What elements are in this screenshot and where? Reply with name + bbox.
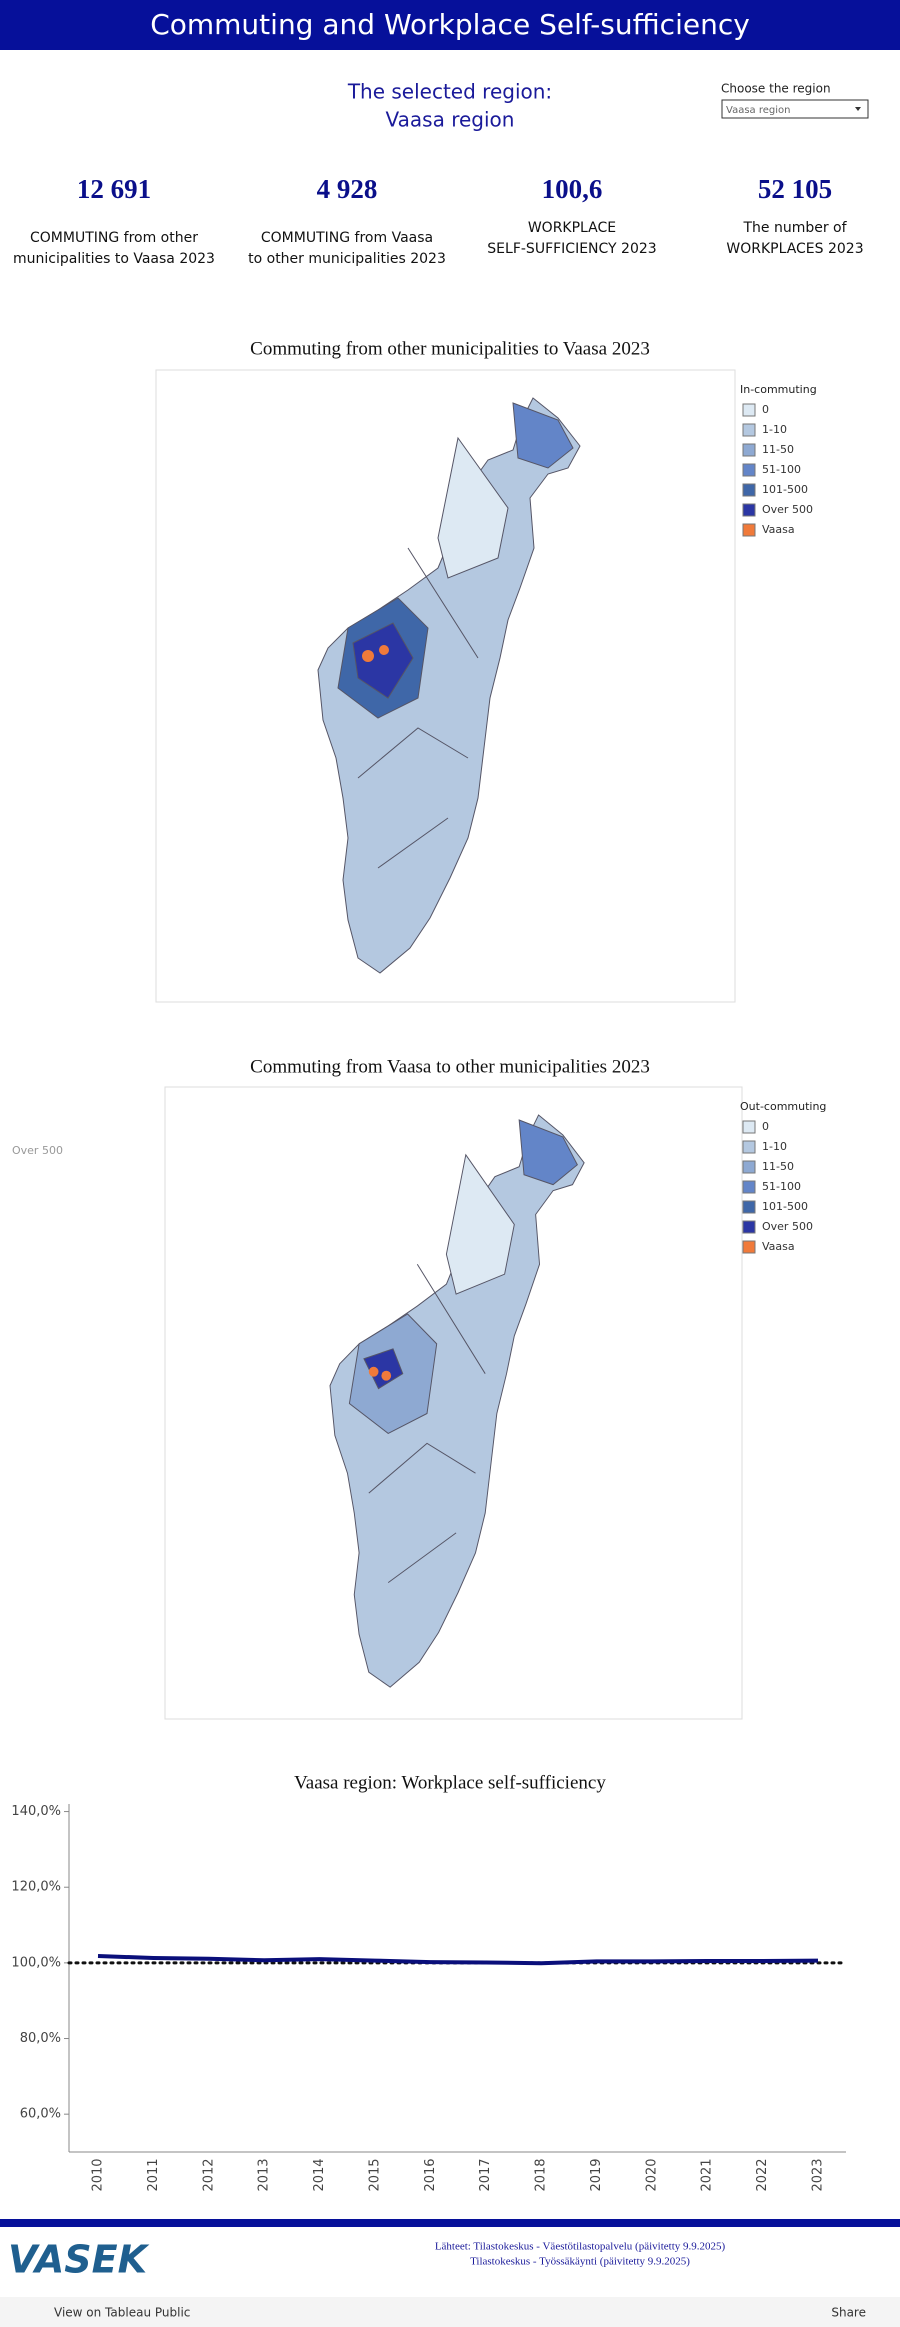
kpi-label: COMMUTING from Vaasa — [261, 230, 433, 246]
selected-region: Vaasa region — [386, 108, 515, 132]
x-tick-label: 2016 — [423, 2158, 438, 2191]
legend-swatch — [742, 403, 756, 417]
legend-swatch — [742, 523, 756, 537]
logo: VASEK — [8, 2238, 150, 2282]
legend-swatch — [742, 1160, 756, 1174]
legend-swatch — [742, 1120, 756, 1134]
x-tick-label: 2020 — [644, 2158, 659, 2191]
legend-swatch — [742, 1140, 756, 1154]
legend-swatch — [742, 423, 756, 437]
map-frame — [164, 1086, 743, 1720]
x-tick-label: 2018 — [534, 2158, 549, 2191]
legend-label: 1-10 — [762, 1140, 787, 1153]
legend-label: 11-50 — [762, 1160, 794, 1173]
legend-swatch — [742, 1240, 756, 1254]
selected-caption: The selected region: — [347, 80, 552, 104]
selector-box[interactable] — [721, 99, 869, 119]
selector-value[interactable]: Vaasa region — [726, 105, 790, 116]
legend-label: 101-500 — [762, 1200, 808, 1213]
header-bar — [0, 0, 900, 50]
legend-label: 51-100 — [762, 1180, 801, 1193]
x-tick-label: 2010 — [91, 2158, 106, 2191]
x-tick-label: 2022 — [755, 2158, 770, 2191]
map-title: Commuting from Vaasa to other municipali… — [250, 1056, 650, 1077]
x-tick-label: 2015 — [367, 2158, 382, 2191]
selector-arrow[interactable] — [855, 107, 861, 111]
kpi-value: 100,6 — [542, 174, 603, 204]
header-title: Commuting and Workplace Self-sufficiency — [150, 8, 750, 41]
kpi-value: 4 928 — [317, 174, 378, 204]
x-tick-label: 2019 — [589, 2158, 604, 2191]
x-tick-label: 2011 — [146, 2158, 161, 2191]
y-tick-label: 140,0% — [11, 1804, 61, 1819]
legend-swatch — [742, 1200, 756, 1214]
legend-label: 1-10 — [762, 423, 787, 436]
legend-title: In-commuting — [740, 383, 817, 396]
legend-swatch — [742, 443, 756, 457]
footer-bar — [0, 2219, 900, 2227]
map — [317, 397, 581, 974]
kpi-label: WORKPLACES 2023 — [726, 241, 863, 257]
x-tick-label: 2012 — [201, 2158, 216, 2191]
legend-label: Vaasa — [762, 1240, 795, 1253]
series-line — [97, 1954, 819, 1966]
y-tick-label: 60,0% — [20, 2107, 61, 2122]
kpi-label: SELF-SUFFICIENCY 2023 — [487, 241, 656, 257]
toolbar — [0, 2297, 900, 2327]
legend-label: 0 — [762, 403, 769, 416]
y-tick-label: 120,0% — [11, 1880, 61, 1895]
x-tick-label: 2023 — [811, 2158, 826, 2191]
map-title: Commuting from other municipalities to V… — [250, 338, 650, 359]
source: Lähteet: Tilastokeskus - Väestötilastopa… — [435, 2241, 726, 2253]
x-tick-label: 2021 — [700, 2158, 715, 2191]
legend-title: Out-commuting — [740, 1100, 826, 1113]
legend-label: 0 — [762, 1120, 769, 1133]
map-frame — [155, 369, 736, 1003]
y-tick-label: 100,0% — [11, 1955, 61, 1970]
legend-label: 51-100 — [762, 463, 801, 476]
legend-label: Over 500 — [762, 1220, 813, 1233]
map — [329, 1114, 585, 1688]
legend-label: 101-500 — [762, 483, 808, 496]
x-tick-label: 2017 — [478, 2158, 493, 2191]
legend-swatch — [742, 483, 756, 497]
y-tick-label: 80,0% — [20, 2031, 61, 2046]
legend-swatch — [742, 463, 756, 477]
kpi-label: COMMUTING from other — [30, 230, 198, 246]
kpi-value: 12 691 — [77, 174, 151, 204]
x-tick-label: 2014 — [312, 2158, 327, 2191]
x-tick-label: 2013 — [257, 2158, 272, 2191]
kpi-label: WORKPLACE — [528, 220, 616, 236]
kpi-label: to other municipalities 2023 — [248, 251, 446, 267]
legend-label: Over 500 — [762, 503, 813, 516]
stray-label: Over 500 — [12, 1144, 63, 1157]
view-link[interactable]: View on Tableau Public — [54, 2306, 190, 2320]
kpi-label: municipalities to Vaasa 2023 — [13, 251, 215, 267]
kpi-value: 52 105 — [758, 174, 832, 204]
chart-title: Vaasa region: Workplace self-sufficiency — [294, 1772, 606, 1793]
legend-swatch — [742, 503, 756, 517]
selector-label: Choose the region — [721, 82, 831, 96]
share-button[interactable]: Share — [831, 2306, 866, 2320]
legend-swatch — [742, 1180, 756, 1194]
source: Tilastokeskus - Työssäkäynti (päivitetty… — [470, 2256, 690, 2268]
legend-label: Vaasa — [762, 523, 795, 536]
legend-swatch — [742, 1220, 756, 1234]
legend-label: 11-50 — [762, 443, 794, 456]
kpi-label: The number of — [742, 220, 847, 236]
